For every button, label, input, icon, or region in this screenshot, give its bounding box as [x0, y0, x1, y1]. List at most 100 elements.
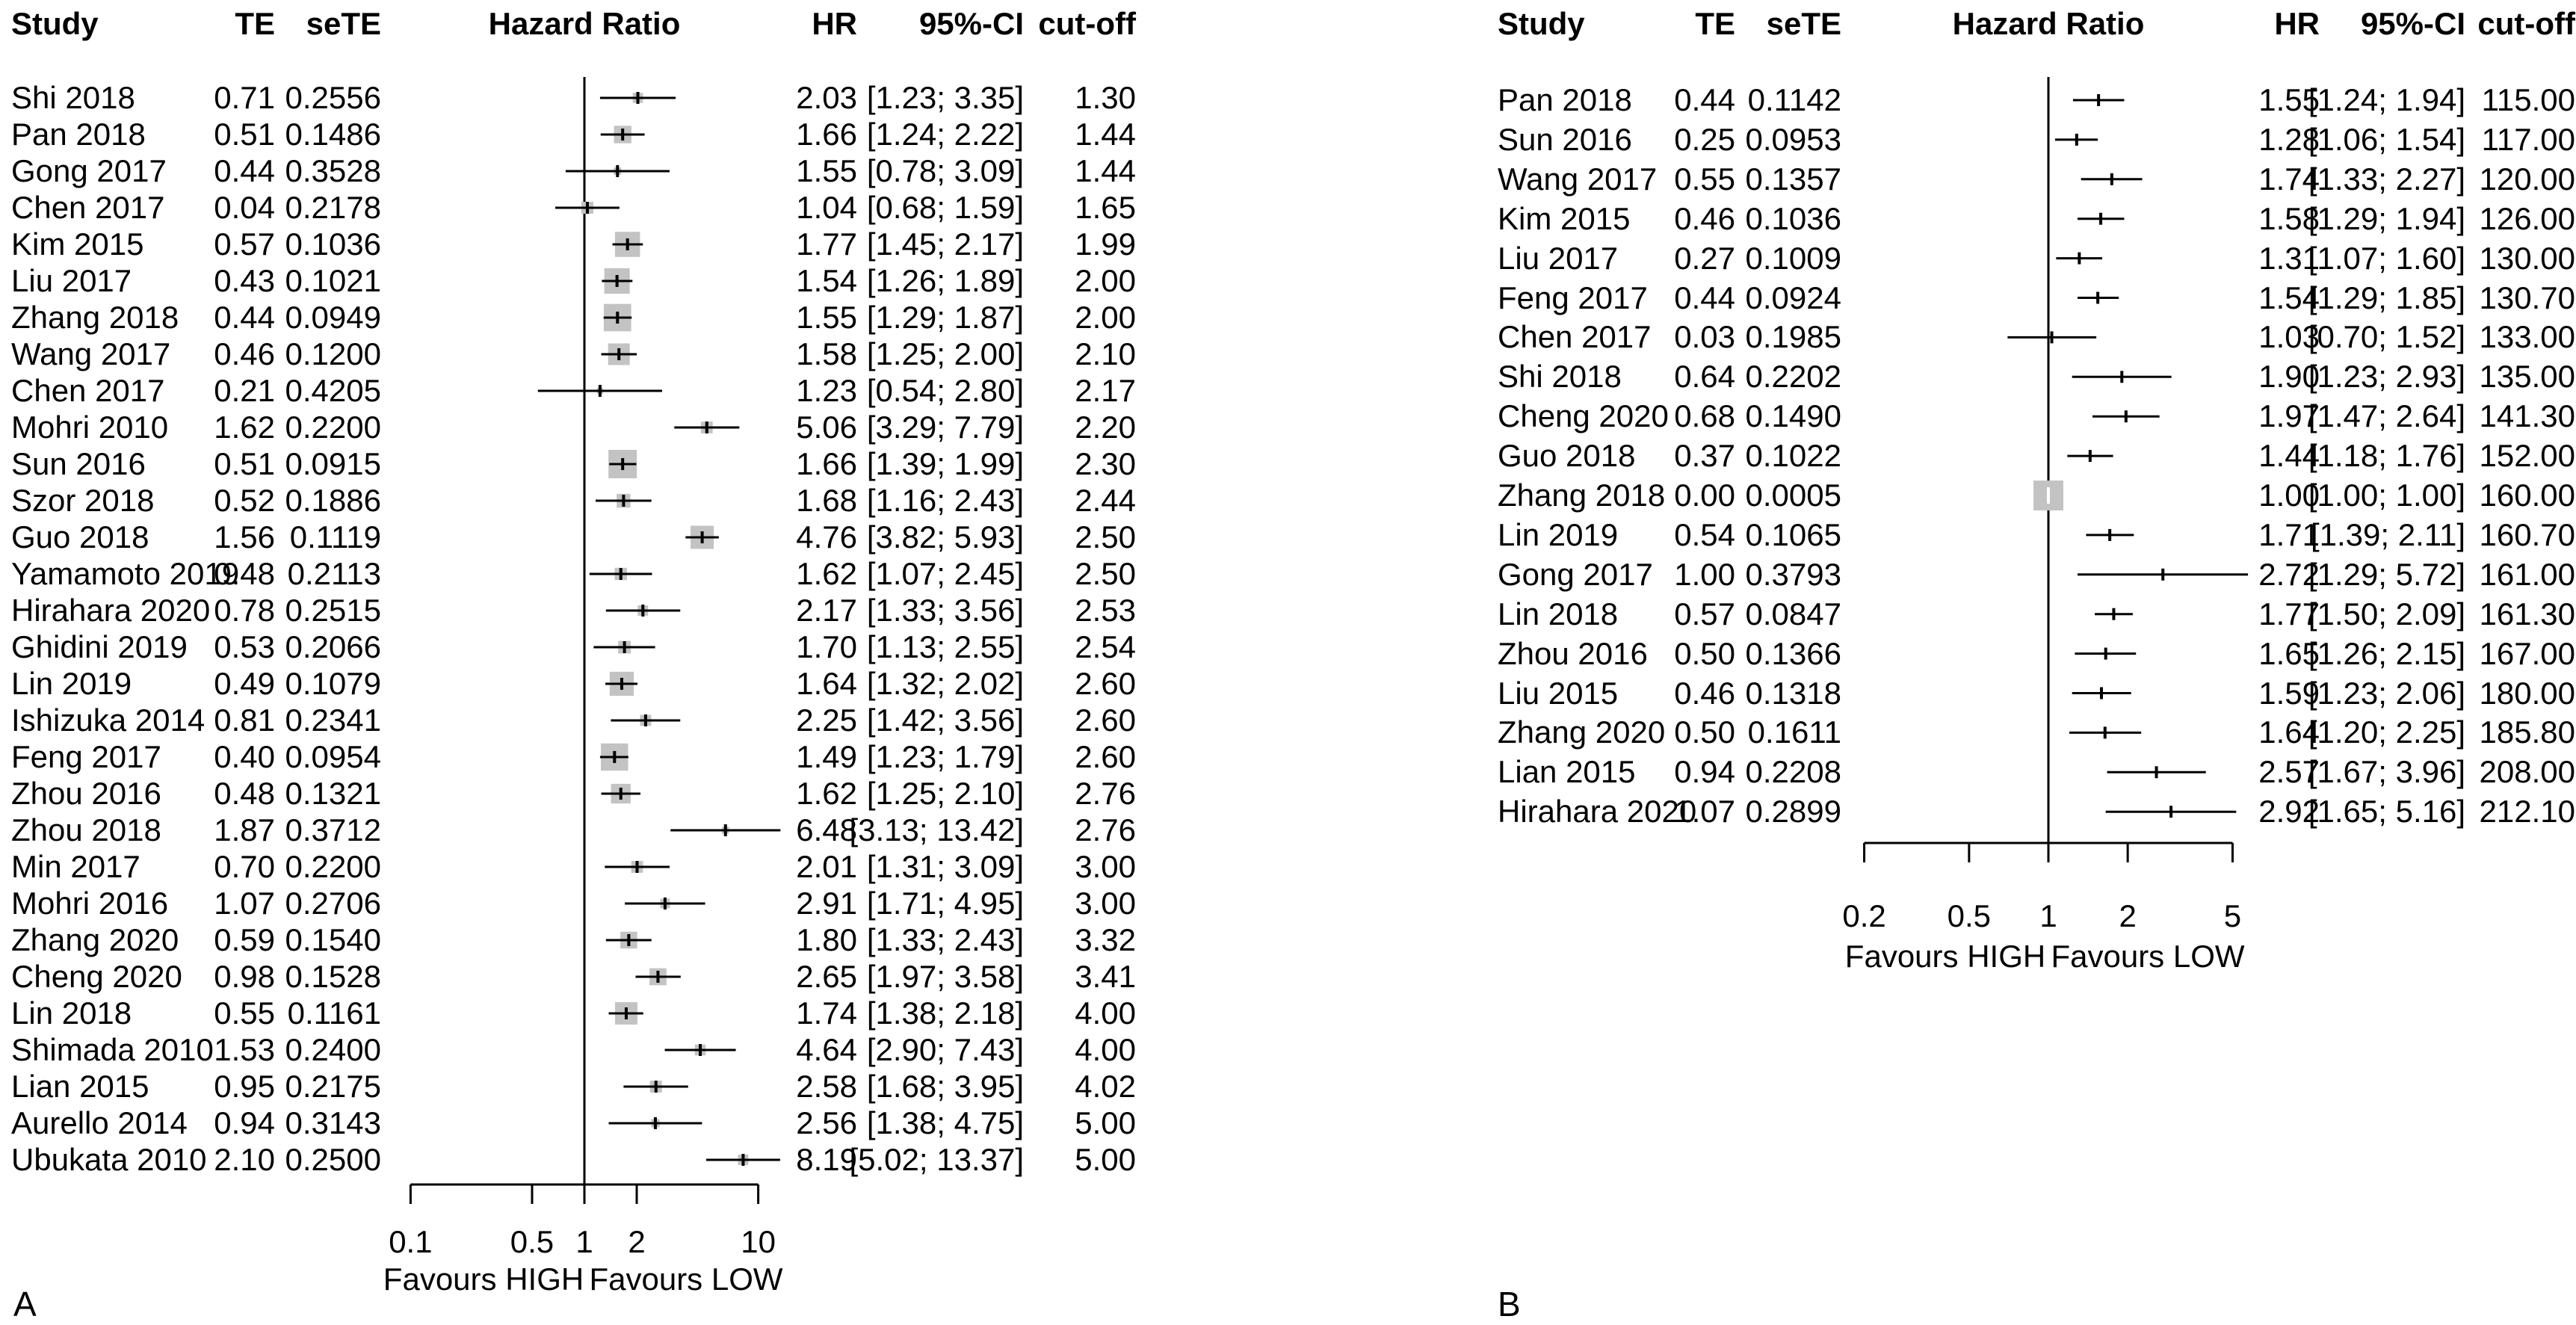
x-axis-tick-label: 1 [2039, 898, 2057, 933]
cutoff-value: 2.30 [1075, 446, 1136, 481]
col-header-sete: seTE [1766, 6, 1841, 41]
ci-value: [1.47; 2.64] [2308, 398, 2465, 433]
te-value: 0.00 [1674, 478, 1735, 513]
sete-value: 0.1486 [285, 117, 381, 152]
sete-value: 0.1021 [285, 263, 381, 298]
hr-value: 1.55 [796, 300, 857, 335]
cutoff-value: 2.76 [1075, 776, 1136, 811]
cutoff-value: 135.00 [2479, 359, 2575, 394]
study-name: Pan 2018 [11, 117, 146, 152]
sete-value: 0.3143 [285, 1105, 381, 1140]
ci-value: [1.97; 3.58] [866, 959, 1024, 994]
sete-value: 0.1079 [285, 666, 381, 701]
sete-value: 0.2113 [287, 556, 381, 591]
favours-high-label: Favours HIGH [383, 1261, 584, 1297]
cutoff-value: 152.00 [2479, 438, 2575, 473]
col-header-hr: HR [2274, 6, 2320, 41]
hr-value: 2.17 [796, 593, 857, 628]
ci-value: [1.20; 2.25] [2308, 714, 2465, 750]
ci-value: [1.23; 2.93] [2308, 359, 2465, 394]
te-value: 0.57 [214, 226, 275, 262]
sete-value: 0.0915 [285, 446, 381, 481]
study-name: Sun 2016 [1498, 122, 1632, 157]
study-name: Guo 2018 [1498, 438, 1636, 473]
te-value: 0.37 [1674, 438, 1735, 473]
cutoff-value: 141.30 [2479, 398, 2575, 433]
sete-value: 0.3793 [1745, 557, 1841, 592]
ci-value: [1.38; 2.18] [866, 995, 1024, 1031]
study-name: Lin 2018 [11, 995, 132, 1031]
study-name: Wang 2017 [1498, 161, 1658, 197]
te-value: 0.44 [1674, 82, 1735, 117]
te-value: 0.44 [214, 300, 275, 335]
ci-value: [0.78; 3.09] [866, 153, 1024, 188]
study-name: Shi 2018 [1498, 359, 1622, 394]
x-axis-tick-label: 10 [741, 1224, 776, 1259]
study-name: Lin 2018 [1498, 596, 1619, 631]
sete-value: 0.2178 [285, 190, 381, 225]
hr-value: 1.64 [796, 666, 857, 701]
sete-value: 0.2556 [285, 80, 381, 115]
hr-value: 2.57 [2258, 754, 2320, 789]
sete-value: 0.1009 [1745, 241, 1841, 276]
cutoff-value: 160.70 [2479, 517, 2575, 552]
hr-value: 2.01 [796, 849, 857, 884]
study-name: Kim 2015 [1498, 201, 1631, 236]
hr-value: 1.44 [2258, 438, 2320, 473]
hr-value: 2.25 [796, 702, 857, 738]
ci-value: [1.32; 2.02] [866, 666, 1024, 701]
ci-value: [3.29; 7.79] [866, 410, 1024, 445]
sete-value: 0.1357 [1745, 161, 1841, 197]
study-name: Zhang 2018 [1498, 478, 1666, 513]
col-header-hazard-ratio: Hazard Ratio [488, 6, 681, 41]
cutoff-value: 126.00 [2479, 201, 2575, 236]
cutoff-value: 2.53 [1075, 593, 1136, 628]
x-axis-tick-label: 0.1 [389, 1224, 433, 1259]
hr-value: 2.56 [796, 1105, 857, 1140]
ci-value: [1.29; 1.94] [2308, 201, 2465, 236]
te-value: 0.44 [1674, 280, 1735, 315]
hr-value: 1.49 [796, 739, 857, 774]
sete-value: 0.2899 [1745, 794, 1841, 829]
hr-value: 2.91 [796, 886, 857, 921]
te-value: 1.00 [1674, 557, 1735, 592]
study-name: Zhang 2020 [11, 922, 179, 957]
hr-value: 1.59 [2258, 676, 2320, 711]
hr-value: 4.76 [796, 519, 857, 555]
te-value: 0.46 [1674, 201, 1735, 236]
study-name: Lian 2015 [11, 1069, 149, 1104]
te-value: 0.81 [214, 702, 275, 738]
te-value: 0.40 [214, 739, 275, 774]
ci-value: [1.26; 2.15] [2308, 636, 2465, 671]
sete-value: 0.1611 [1747, 714, 1841, 750]
ci-value: [1.18; 1.76] [2308, 438, 2465, 473]
col-header-ci: 95%-CI [2360, 6, 2465, 41]
ci-value: [2.90; 7.43] [866, 1032, 1024, 1067]
ci-value: [1.31; 3.09] [866, 849, 1024, 884]
favours-high-label: Favours HIGH [1844, 939, 2046, 974]
te-value: 0.78 [214, 593, 275, 628]
ci-value: [1.07; 2.45] [866, 556, 1024, 591]
ci-value: [1.29; 1.85] [2308, 280, 2465, 315]
study-name: Szor 2018 [11, 483, 155, 518]
study-name: Zhang 2020 [1498, 714, 1666, 750]
ci-value: [1.38; 4.75] [866, 1105, 1024, 1140]
study-name: Min 2017 [11, 849, 140, 884]
hr-value: 2.92 [2258, 794, 2320, 829]
col-header-hazard-ratio: Hazard Ratio [1952, 6, 2145, 41]
te-value: 0.54 [1674, 517, 1735, 552]
te-value: 0.71 [214, 80, 275, 115]
te-value: 0.48 [214, 776, 275, 811]
te-value: 1.53 [214, 1032, 275, 1067]
study-name: Wang 2017 [11, 336, 171, 371]
ci-value: [3.13; 13.42] [849, 812, 1024, 847]
ci-value: [1.07; 1.60] [2308, 241, 2465, 276]
cutoff-value: 5.00 [1075, 1105, 1136, 1140]
hr-value: 1.64 [2258, 714, 2320, 750]
x-axis-tick-label: 0.5 [510, 1224, 555, 1259]
cutoff-value: 1.44 [1075, 153, 1136, 188]
hr-value: 1.66 [796, 117, 857, 152]
hr-value: 1.90 [2258, 359, 2320, 394]
sete-value: 0.0954 [285, 739, 381, 774]
study-name: Zhou 2016 [1498, 636, 1648, 671]
